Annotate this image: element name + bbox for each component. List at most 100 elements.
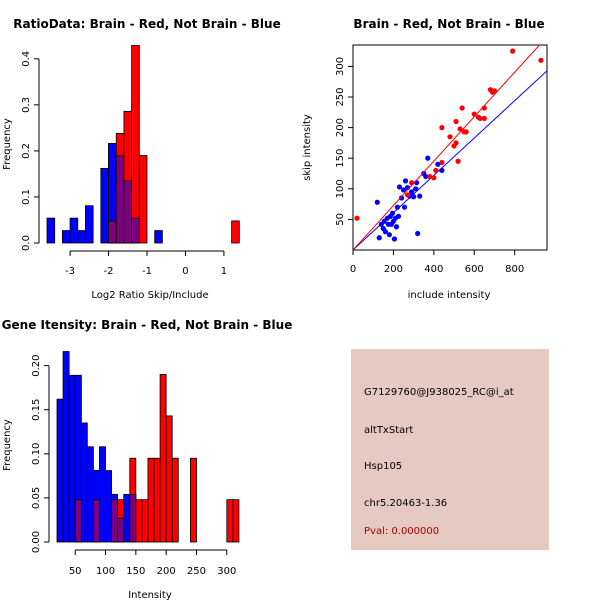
intensity-scatter-blue-point [402,178,409,184]
intensity-histogram-red-bar [165,415,173,543]
ratio-histogram-ylabel: Frequency [2,118,13,170]
intensity-scatter-red-point [404,192,411,198]
intensity-histogram-x-tick-label: 250 [187,566,206,577]
intensity-histogram-xlabel: Intensity [128,590,172,600]
intensity-histogram-blue-bar [80,422,88,543]
intensity-histogram-overlap-bar [92,499,100,543]
intensity-scatter-y-tick-label: 200 [335,118,346,137]
intensity-scatter-red-point [463,129,469,135]
intensity-scatter-blue-point [386,232,392,238]
intensity-scatter-title: Brain - Red, Not Brain - Blue [353,17,544,31]
intensity-scatter-blue-point [391,236,398,242]
intensity-histogram-blue-bar [123,493,131,543]
intensity-histogram-y-tick-label: 0.10 [31,443,42,465]
intensity-scatter-red-point [455,158,461,164]
intensity-histogram-overlap-bar [117,517,125,543]
intensity-scatter-red-point [431,175,437,181]
ratio-histogram-overlap-bar [131,217,140,244]
ratio-histogram-blue-bar-top [108,143,117,222]
intensity-histogram-red-bar [226,499,234,543]
intensity-scatter-red-point [477,115,483,122]
intensity-histogram-overlap-bar [129,493,137,543]
intensity-histogram-red-bar [171,457,179,543]
ratio-histogram-x-tick-label: 0 [182,266,188,277]
intensity-scatter-blue-point [401,204,408,210]
intensity-histogram-overlap-bar [74,499,82,543]
intensity-scatter-x-tick-label: 200 [384,264,403,275]
intensity-scatter-red-point [491,88,498,94]
intensity-histogram-x-tick-label: 200 [157,566,176,577]
intensity-histogram-red-bar [147,457,155,543]
intensity-scatter-y-tick-label: 300 [335,57,346,76]
intensity-histogram-blue-bar-top [111,493,119,501]
intensity-histogram-y-tick-label: 0.20 [31,355,42,377]
intensity-scatter-ylabel: skip intensity [302,114,313,181]
intensity-scatter-blue-point [376,235,382,241]
intensity-scatter-blue-point [417,193,423,199]
intensity-scatter-red-fit-line [353,45,541,250]
intensity-histogram-red-bar [232,499,240,543]
ratio-histogram-blue-bar [61,230,71,244]
intensity-scatter-x-tick-label: 800 [505,264,524,275]
intensity-histogram-blue-bar [68,374,76,543]
ratio-histogram-overlap-bar [115,155,125,244]
ratio-histogram-y-tick-label: 0.1 [21,189,32,205]
intensity-scatter-y-tick-label: 100 [335,179,346,198]
intensity-scatter-red-point [409,180,415,186]
intensity-histogram-blue-bar-top [92,470,100,501]
intensity-scatter-red-point [453,140,459,146]
intensity-histogram-blue-bar [99,446,106,543]
intensity-scatter-x-tick-label: 600 [465,264,484,275]
intensity-scatter-blue-point [423,173,429,180]
p-value: Pval: 0.000000 [364,526,440,537]
intensity-histogram-blue-bar [62,351,70,543]
intensity-histogram-red-bar [141,499,149,543]
intensity-histogram-x-tick-label: 150 [126,566,145,577]
intensity-scatter-blue-point [382,229,388,235]
ratio-histogram-blue-bar [100,168,109,244]
ratio-histogram-red-bar [138,155,148,244]
intensity-scatter-red-point [439,125,445,131]
event-type: altTxStart [364,425,414,436]
intensity-histogram-x-tick-label: 50 [69,566,82,577]
ratio-histogram-red-bar [231,220,240,244]
intensity-scatter-blue-point [374,199,380,205]
intensity-scatter-red-point [510,48,516,54]
intensity-histogram-y-tick-label: 0.05 [31,487,42,509]
intensity-scatter-blue-point [409,189,415,195]
intensity-scatter-red-point [457,126,463,132]
intensity-histogram-red-bar [135,499,143,543]
intensity-histogram-red-bar [159,374,167,543]
intensity-scatter-xlabel: include intensity [408,290,491,301]
ratio-histogram-red-bar [131,45,140,244]
ratio-histogram-overlap-bar [108,220,117,244]
probe-id: G7129760@J938025_RC@i_at [364,387,514,398]
intensity-scatter-x-tick-label: 400 [424,264,443,275]
intensity-scatter-blue-point [415,230,421,237]
ratio-histogram-y-tick-label: 0.3 [21,97,32,113]
intensity-scatter-blue-point [425,155,431,161]
intensity-histogram-y-tick-label: 0.15 [31,399,42,421]
intensity-scatter-blue-point [435,161,441,167]
intensity-histogram-red-bar [190,457,197,543]
ratio-histogram-blue-bar [46,217,56,244]
intensity-histogram-blue-bar [105,470,112,543]
intensity-scatter-blue-point [411,194,417,200]
intensity-scatter-blue-point [395,213,402,219]
intensity-scatter-blue-point [400,187,407,193]
intensity-scatter-red-point [447,134,453,140]
intensity-scatter-red-point [354,215,360,221]
intensity-scatter-red-point [427,173,433,180]
ratio-histogram-x-tick-label: -2 [104,266,114,277]
intensity-histogram-red-bar [153,457,161,543]
ratio-histogram-blue-bar [69,217,79,244]
intensity-scatter-red-point [471,111,477,117]
intensity-histogram-title: Gene Itensity: Brain - Red, Not Brain - … [2,318,293,332]
ratio-histogram-y-tick-label: 0.4 [21,51,32,67]
intensity-histogram-overlap-bar [111,499,119,543]
ratio-histogram-xlabel: Log2 Ratio Skip/Include [91,290,208,301]
chrom-location: chr5.20463-1.36 [364,498,448,509]
intensity-scatter-blue-point [393,224,400,230]
intensity-histogram-blue-bar-top [74,374,82,501]
